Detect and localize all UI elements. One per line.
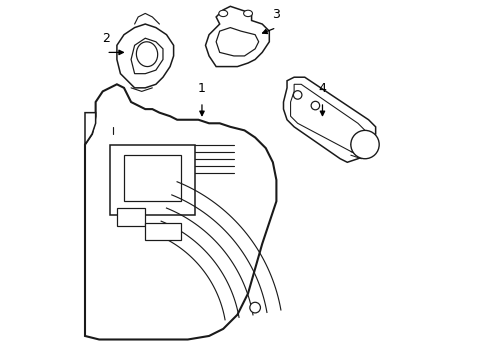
- Text: 1: 1: [198, 82, 205, 95]
- Polygon shape: [145, 222, 181, 240]
- Circle shape: [310, 101, 319, 110]
- Polygon shape: [117, 24, 173, 88]
- Polygon shape: [131, 38, 163, 74]
- Polygon shape: [124, 155, 181, 201]
- Circle shape: [350, 130, 378, 159]
- Ellipse shape: [243, 10, 252, 17]
- Circle shape: [293, 91, 301, 99]
- Polygon shape: [110, 145, 195, 215]
- Polygon shape: [216, 28, 258, 56]
- Polygon shape: [205, 6, 269, 67]
- Text: 3: 3: [272, 8, 280, 21]
- Polygon shape: [283, 77, 375, 162]
- Text: 2: 2: [102, 32, 110, 45]
- Text: 4: 4: [318, 82, 326, 95]
- Polygon shape: [85, 84, 276, 339]
- Ellipse shape: [218, 10, 227, 17]
- Polygon shape: [85, 113, 96, 145]
- Ellipse shape: [136, 42, 157, 67]
- Circle shape: [249, 302, 260, 313]
- Polygon shape: [290, 84, 364, 155]
- Polygon shape: [117, 208, 145, 226]
